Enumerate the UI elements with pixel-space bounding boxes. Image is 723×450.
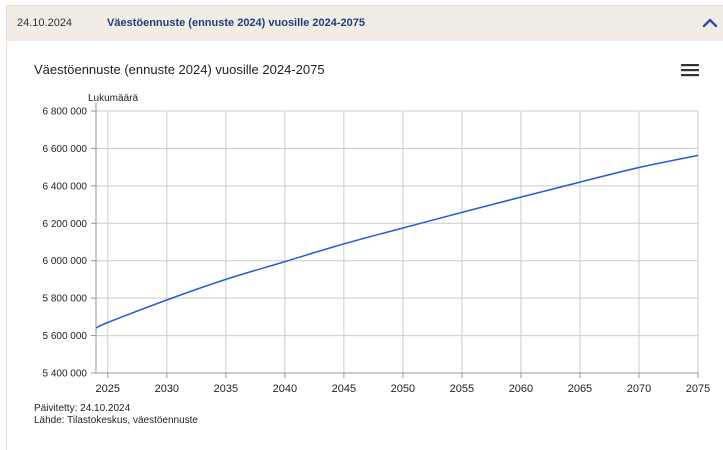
y-tick-label: 6 600 000	[43, 144, 88, 155]
y-tick-label: 5 400 000	[43, 369, 88, 380]
y-tick-label: 6 000 000	[43, 256, 88, 267]
y-axis-label: Lukumäärä	[88, 93, 138, 104]
x-tick-label: 2075	[686, 383, 710, 395]
chart-title: Väestöennuste (ennuste 2024) vuosille 20…	[34, 62, 325, 77]
hamburger-menu-icon[interactable]	[681, 62, 699, 78]
x-tick-label: 2070	[627, 383, 651, 395]
accordion-date: 24.10.2024	[17, 17, 73, 29]
y-tick-label: 6 200 000	[43, 219, 88, 230]
x-tick-label: 2040	[273, 383, 297, 395]
series-line	[95, 154, 699, 329]
chart-footer: Päivitetty: 24.10.2024 Lähde: Tilastokes…	[34, 403, 198, 427]
x-tick-label: 2035	[214, 383, 238, 395]
y-tick-label: 6 400 000	[43, 181, 88, 192]
x-tick-label: 2045	[332, 383, 356, 395]
accordion-header[interactable]: 24.10.2024 Väestöennuste (ennuste 2024) …	[7, 6, 723, 41]
x-tick-label: 2060	[509, 383, 533, 395]
chevron-up-icon[interactable]	[701, 14, 719, 32]
x-tick-label: 2065	[568, 383, 592, 395]
accordion-panel: 24.10.2024 Väestöennuste (ennuste 2024) …	[6, 5, 723, 450]
accordion-title[interactable]: Väestöennuste (ennuste 2024) vuosille 20…	[107, 17, 366, 29]
x-tick-label: 2055	[450, 383, 474, 395]
x-tick-label: 2030	[155, 383, 179, 395]
data-source: Lähde: Tilastokeskus, väestöennuste	[34, 415, 198, 426]
updated-date: Päivitetty: 24.10.2024	[34, 403, 131, 414]
x-tick-label: 2025	[96, 383, 120, 395]
y-tick-label: 5 600 000	[43, 331, 88, 342]
x-tick-label: 2050	[391, 383, 415, 395]
y-tick-label: 5 800 000	[43, 294, 88, 305]
y-tick-label: 6 800 000	[43, 107, 88, 118]
